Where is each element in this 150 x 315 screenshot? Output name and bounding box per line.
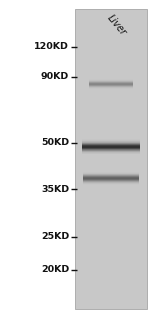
Bar	[75, 9, 147, 309]
Bar	[82, 145, 140, 146]
Bar	[83, 172, 139, 173]
Bar	[82, 143, 140, 144]
Bar	[89, 85, 133, 86]
Bar	[82, 150, 140, 151]
Bar	[82, 153, 140, 154]
Bar	[89, 79, 133, 80]
Bar	[89, 84, 133, 85]
Bar	[89, 80, 133, 81]
Bar	[89, 83, 133, 84]
Bar	[83, 179, 139, 180]
Bar	[83, 180, 139, 181]
Bar	[83, 177, 139, 178]
Bar	[83, 175, 139, 176]
Bar	[82, 139, 140, 140]
Bar	[89, 87, 133, 88]
Bar	[82, 140, 140, 141]
Bar	[89, 81, 133, 82]
Bar	[82, 148, 140, 149]
Bar	[82, 140, 140, 141]
Bar	[83, 183, 139, 184]
Bar	[83, 178, 139, 179]
Bar	[82, 150, 140, 151]
Bar	[83, 180, 139, 181]
Bar	[83, 183, 139, 184]
Bar	[83, 179, 139, 180]
Text: 25KD: 25KD	[41, 232, 69, 241]
Bar	[83, 184, 139, 185]
Bar	[82, 146, 140, 147]
Bar	[89, 85, 133, 86]
Bar	[83, 182, 139, 183]
Bar	[89, 88, 133, 89]
Text: 120KD: 120KD	[34, 42, 69, 51]
Bar	[82, 149, 140, 150]
Bar	[89, 87, 133, 88]
Bar	[82, 141, 140, 142]
Bar	[82, 145, 140, 146]
Bar	[83, 174, 139, 175]
Bar	[89, 81, 133, 82]
Bar	[82, 142, 140, 143]
Bar	[83, 175, 139, 176]
Bar	[82, 152, 140, 153]
Bar	[89, 82, 133, 83]
Bar	[83, 173, 139, 174]
Bar	[82, 141, 140, 142]
Bar	[82, 144, 140, 145]
Bar	[83, 174, 139, 175]
Bar	[89, 81, 133, 82]
Text: Liver: Liver	[105, 13, 129, 37]
Bar	[89, 84, 133, 85]
Bar	[83, 172, 139, 173]
Bar	[82, 147, 140, 148]
Bar	[82, 146, 140, 147]
Bar	[89, 86, 133, 87]
Bar	[82, 147, 140, 148]
Bar	[83, 173, 139, 174]
Bar	[89, 79, 133, 80]
Bar	[83, 181, 139, 182]
Bar	[82, 149, 140, 150]
Bar	[89, 84, 133, 85]
Bar	[82, 143, 140, 144]
Bar	[83, 176, 139, 177]
Bar	[83, 177, 139, 178]
Bar	[82, 148, 140, 149]
Bar	[89, 83, 133, 84]
Bar	[89, 86, 133, 87]
Bar	[82, 144, 140, 145]
Bar	[82, 151, 140, 152]
Text: 90KD: 90KD	[41, 72, 69, 81]
Bar	[89, 83, 133, 84]
Bar	[89, 82, 133, 83]
Bar	[89, 82, 133, 83]
Bar	[89, 80, 133, 81]
Bar	[82, 152, 140, 153]
Bar	[83, 182, 139, 183]
Bar	[83, 176, 139, 177]
Bar	[89, 88, 133, 89]
Text: 35KD: 35KD	[41, 185, 69, 193]
Text: 20KD: 20KD	[41, 265, 69, 274]
Text: 50KD: 50KD	[41, 138, 69, 147]
Bar	[83, 178, 139, 179]
Bar	[83, 184, 139, 185]
